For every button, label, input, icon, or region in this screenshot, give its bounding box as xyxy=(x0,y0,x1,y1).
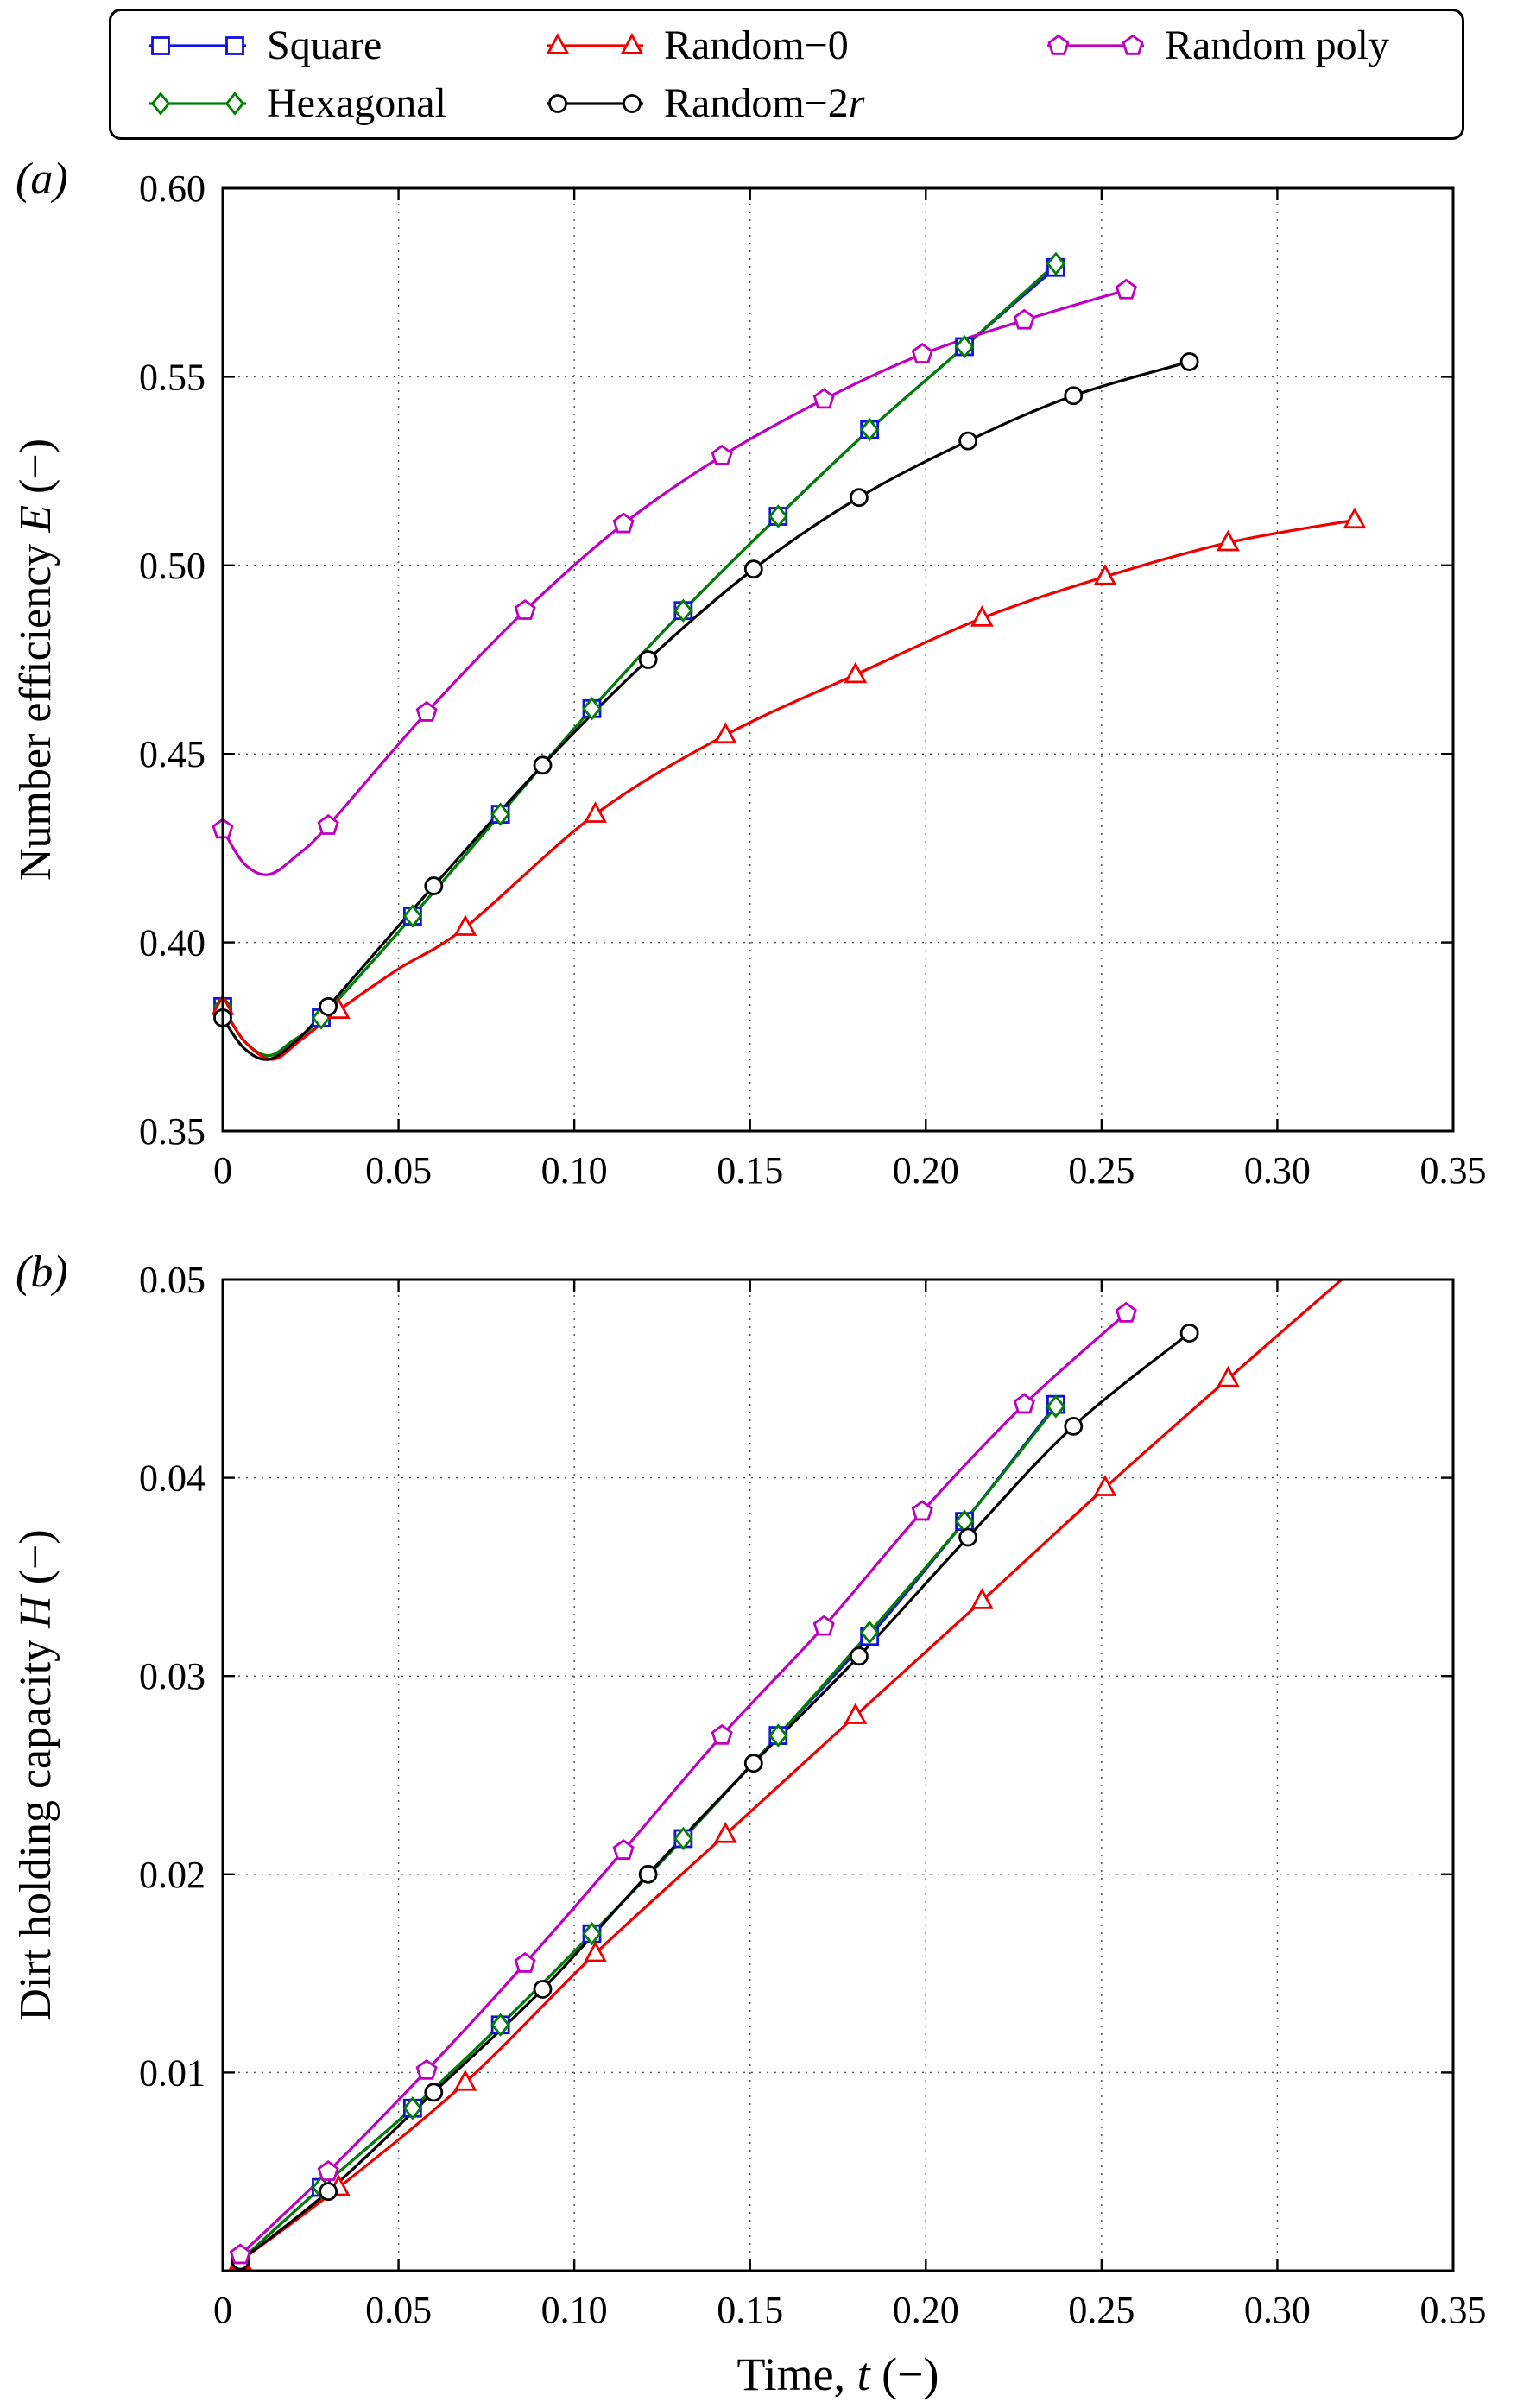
svg-text:0.05: 0.05 xyxy=(365,2289,432,2331)
random_2r-marker-icon xyxy=(547,93,643,113)
svg-text:0.01: 0.01 xyxy=(139,2051,205,2094)
legend-label-random_2r: Random−2r xyxy=(664,79,865,126)
panel-b-label: (b) xyxy=(16,1248,68,1297)
svg-text:0.25: 0.25 xyxy=(1068,2289,1135,2331)
svg-text:0.10: 0.10 xyxy=(541,1149,608,1191)
legend-label-hexagonal: Hexagonal xyxy=(267,79,446,126)
series-markers-random_2r xyxy=(231,1324,1199,2271)
svg-text:0.35: 0.35 xyxy=(139,1110,205,1153)
svg-text:0.30: 0.30 xyxy=(1244,1149,1311,1191)
series-line-random_poly xyxy=(238,1311,1128,2257)
square-marker-icon xyxy=(149,35,246,55)
svg-text:0.15: 0.15 xyxy=(717,2289,783,2331)
series-line-random_poly xyxy=(223,288,1128,876)
svg-text:0.03: 0.03 xyxy=(139,1655,205,1697)
xtick-labels-b: 0 0.05 0.10 0.15 0.20 0.25 0.30 0.35 xyxy=(213,2289,1487,2331)
series-markers-square xyxy=(231,1394,1065,2271)
svg-text:0.35: 0.35 xyxy=(1420,2289,1487,2331)
legend-items: Square Hexagonal Random−0 Random−2r Random p… xyxy=(111,11,1462,137)
legend-item-square: Square xyxy=(146,18,543,73)
series-line-random_2r xyxy=(238,1331,1191,2263)
ticks-b xyxy=(221,1278,1455,2272)
svg-text:0.20: 0.20 xyxy=(893,1149,959,1191)
svg-text:0: 0 xyxy=(213,2289,232,2331)
chart-b-dirt-holding-capacity: 0 0.05 0.10 0.15 0.20 0.25 0.30 0.350.010.020.0… xyxy=(11,1259,1487,2400)
y-axis-title-a: Number efficiency E (−) xyxy=(11,439,60,881)
svg-text:0.20: 0.20 xyxy=(893,2289,959,2331)
x-axis-title: Time, t (−) xyxy=(737,2348,939,2400)
panel-a-label: (a) xyxy=(16,155,68,204)
legend-label-random_poly: Random poly xyxy=(1165,22,1389,68)
series-markers-random_0 xyxy=(211,507,1367,1020)
svg-text:0.40: 0.40 xyxy=(139,922,205,964)
series-markers-hexagonal xyxy=(231,1394,1066,2273)
svg-text:0.50: 0.50 xyxy=(139,545,205,587)
svg-text:0.30: 0.30 xyxy=(1244,2289,1311,2331)
svg-text:0.02: 0.02 xyxy=(139,1854,205,1896)
grid-b xyxy=(223,1280,1453,2271)
svg-text:0.25: 0.25 xyxy=(1068,1149,1135,1191)
svg-text:0.04: 0.04 xyxy=(139,1457,205,1500)
svg-text:0.35: 0.35 xyxy=(1420,1149,1487,1191)
legend-item-random_0: Random−0 xyxy=(543,18,1044,73)
ytick-labels-b: 0.01 0.02 0.03 0.04 0.05 xyxy=(139,1259,205,2094)
series-line-random_0 xyxy=(238,1280,1344,2263)
grid-a xyxy=(223,188,1453,1131)
svg-text:0: 0 xyxy=(213,1149,232,1191)
svg-text:0.15: 0.15 xyxy=(717,1149,783,1191)
series-markers-random_2r xyxy=(213,352,1199,1027)
legend-item-random_poly: Random poly xyxy=(1044,18,1462,73)
legend-label-square: Square xyxy=(267,22,382,68)
series-markers-square xyxy=(213,257,1065,1027)
y-axis-title-b: Dirt holding capacity H (−) xyxy=(11,1529,60,2020)
random_poly-marker-icon xyxy=(1047,34,1144,55)
ticks-a xyxy=(221,186,1455,1133)
ytick-labels-a: 0.35 0.40 0.45 0.50 0.55 0.60 xyxy=(139,167,205,1153)
svg-text:0.05: 0.05 xyxy=(139,1259,205,1301)
legend-label-random_0: Random−0 xyxy=(664,22,849,68)
random_0-marker-icon xyxy=(546,32,644,54)
series-line-hexagonal xyxy=(238,1405,1058,2263)
svg-text:0.55: 0.55 xyxy=(139,356,205,398)
series-markers-random_poly xyxy=(229,1301,1137,2265)
series-line-square xyxy=(238,1403,1058,2263)
svg-text:0.10: 0.10 xyxy=(541,2289,608,2331)
legend: Square Hexagonal Random−0 Random−2r Random p… xyxy=(109,9,1464,140)
svg-text:0.45: 0.45 xyxy=(139,733,205,775)
hexagonal-marker-icon xyxy=(149,91,246,116)
plot-border-b xyxy=(221,1278,1455,2272)
svg-text:0.60: 0.60 xyxy=(139,167,205,210)
svg-text:0.05: 0.05 xyxy=(365,1149,432,1191)
chart-a-number-efficiency: 0 0.05 0.10 0.15 0.20 0.25 0.30 0.35 0.35 0.40 0.4… xyxy=(11,167,1487,1191)
legend-item-random_2r: Random−2r xyxy=(543,76,1044,131)
series-lines-a xyxy=(223,262,1356,1061)
xtick-labels-a: 0 0.05 0.10 0.15 0.20 0.25 0.30 0.35 xyxy=(213,1149,1487,1191)
plot-border-a xyxy=(221,186,1455,1133)
series-line-random_0 xyxy=(223,518,1356,1061)
legend-item-hexagonal: Hexagonal xyxy=(146,76,543,131)
series-line-hexagonal xyxy=(223,262,1058,1058)
